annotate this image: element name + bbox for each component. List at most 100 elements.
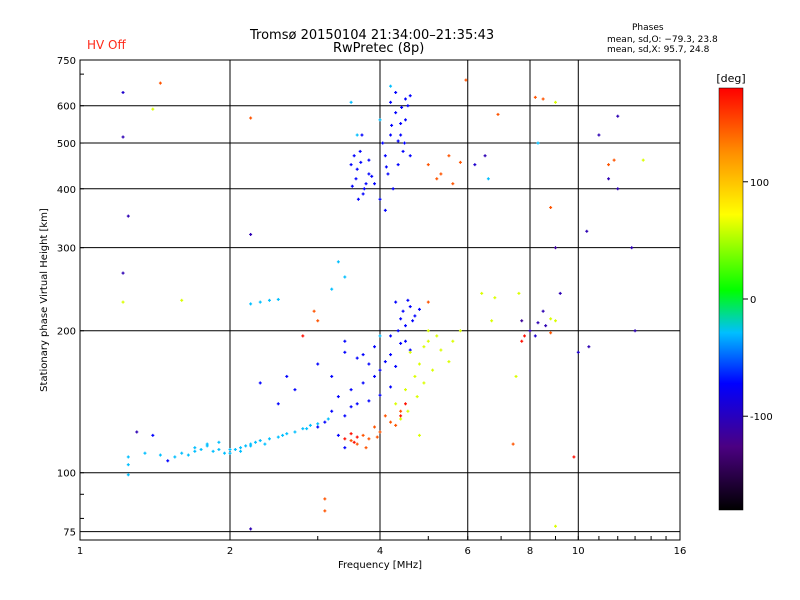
data-point bbox=[349, 439, 353, 443]
data-point bbox=[343, 437, 347, 441]
data-point bbox=[349, 388, 353, 392]
x-tick-label: 8 bbox=[527, 546, 533, 557]
data-point bbox=[193, 446, 197, 450]
data-point bbox=[439, 348, 443, 352]
data-point bbox=[408, 154, 412, 158]
data-point bbox=[244, 444, 248, 448]
data-point bbox=[378, 368, 382, 372]
data-point bbox=[360, 133, 364, 137]
data-point bbox=[258, 381, 262, 385]
data-point bbox=[408, 350, 412, 354]
colorbar-tick-label: -100 bbox=[750, 412, 773, 423]
data-point bbox=[336, 395, 340, 399]
data-point bbox=[349, 163, 353, 167]
y-tick-label: 750 bbox=[57, 56, 76, 67]
data-point bbox=[217, 440, 221, 444]
data-point bbox=[312, 309, 316, 313]
data-point bbox=[378, 118, 382, 122]
y-tick-label: 600 bbox=[57, 102, 76, 113]
data-point bbox=[394, 423, 398, 427]
data-point bbox=[426, 300, 430, 304]
data-point bbox=[211, 449, 215, 453]
data-point bbox=[533, 334, 537, 338]
data-point bbox=[389, 84, 393, 88]
data-point bbox=[549, 317, 553, 321]
data-point bbox=[381, 141, 385, 145]
data-point bbox=[413, 374, 417, 378]
data-point bbox=[378, 334, 382, 338]
data-point bbox=[367, 362, 371, 366]
data-point bbox=[458, 160, 462, 164]
data-point bbox=[389, 353, 393, 357]
data-point bbox=[486, 177, 490, 181]
data-point bbox=[394, 364, 398, 368]
data-point bbox=[367, 172, 371, 176]
data-point bbox=[396, 139, 400, 143]
data-point bbox=[406, 298, 410, 302]
data-point bbox=[349, 100, 353, 104]
data-point bbox=[384, 165, 388, 169]
data-point bbox=[267, 437, 271, 441]
data-point bbox=[394, 402, 398, 406]
data-point bbox=[520, 339, 524, 343]
data-point bbox=[607, 177, 611, 181]
data-point bbox=[359, 160, 363, 164]
data-point bbox=[536, 141, 540, 145]
data-point bbox=[373, 182, 377, 186]
data-point bbox=[370, 174, 374, 178]
data-point bbox=[612, 158, 616, 162]
data-point bbox=[435, 334, 439, 338]
data-point bbox=[496, 112, 500, 116]
data-point bbox=[616, 114, 620, 118]
hv-status-label: HV Off bbox=[87, 38, 126, 52]
data-point bbox=[301, 334, 305, 338]
x-tick-label: 1 bbox=[77, 546, 83, 557]
data-point bbox=[451, 182, 455, 186]
data-point bbox=[389, 133, 393, 137]
data-point bbox=[514, 374, 518, 378]
data-point bbox=[361, 192, 365, 196]
data-point bbox=[394, 300, 398, 304]
data-point bbox=[536, 321, 540, 325]
data-point bbox=[349, 432, 353, 436]
data-point bbox=[239, 449, 243, 453]
y-axis-label: Stationary phase Virtual Height [km] bbox=[39, 208, 50, 392]
data-point bbox=[121, 135, 125, 139]
data-point bbox=[572, 455, 576, 459]
data-point bbox=[399, 409, 403, 413]
data-point bbox=[217, 447, 221, 451]
data-point bbox=[541, 97, 545, 101]
data-point bbox=[193, 449, 197, 453]
data-point bbox=[166, 459, 170, 463]
data-point bbox=[373, 345, 377, 349]
data-point bbox=[607, 163, 611, 167]
data-point bbox=[126, 473, 130, 477]
data-point bbox=[121, 90, 125, 94]
data-point bbox=[301, 427, 305, 431]
data-point bbox=[352, 440, 356, 444]
data-point bbox=[378, 393, 382, 397]
data-point bbox=[520, 319, 524, 323]
data-point bbox=[367, 399, 371, 403]
x-tick-label: 2 bbox=[227, 546, 233, 557]
data-point bbox=[316, 422, 320, 426]
y-tick-label: 300 bbox=[57, 244, 76, 255]
data-point bbox=[386, 172, 390, 176]
data-point bbox=[394, 111, 398, 115]
y-tick-label: 400 bbox=[57, 185, 76, 196]
data-point bbox=[355, 356, 359, 360]
data-point bbox=[390, 123, 394, 127]
data-point bbox=[308, 423, 312, 427]
data-point bbox=[490, 319, 494, 323]
data-point bbox=[403, 118, 407, 122]
data-point bbox=[403, 388, 407, 392]
data-point bbox=[205, 442, 209, 446]
data-point bbox=[400, 105, 404, 109]
data-point bbox=[426, 163, 430, 167]
data-point bbox=[399, 133, 403, 137]
data-point bbox=[121, 271, 125, 275]
data-point bbox=[451, 339, 455, 343]
data-point bbox=[553, 319, 557, 323]
data-point bbox=[391, 187, 395, 191]
data-point bbox=[258, 300, 262, 304]
